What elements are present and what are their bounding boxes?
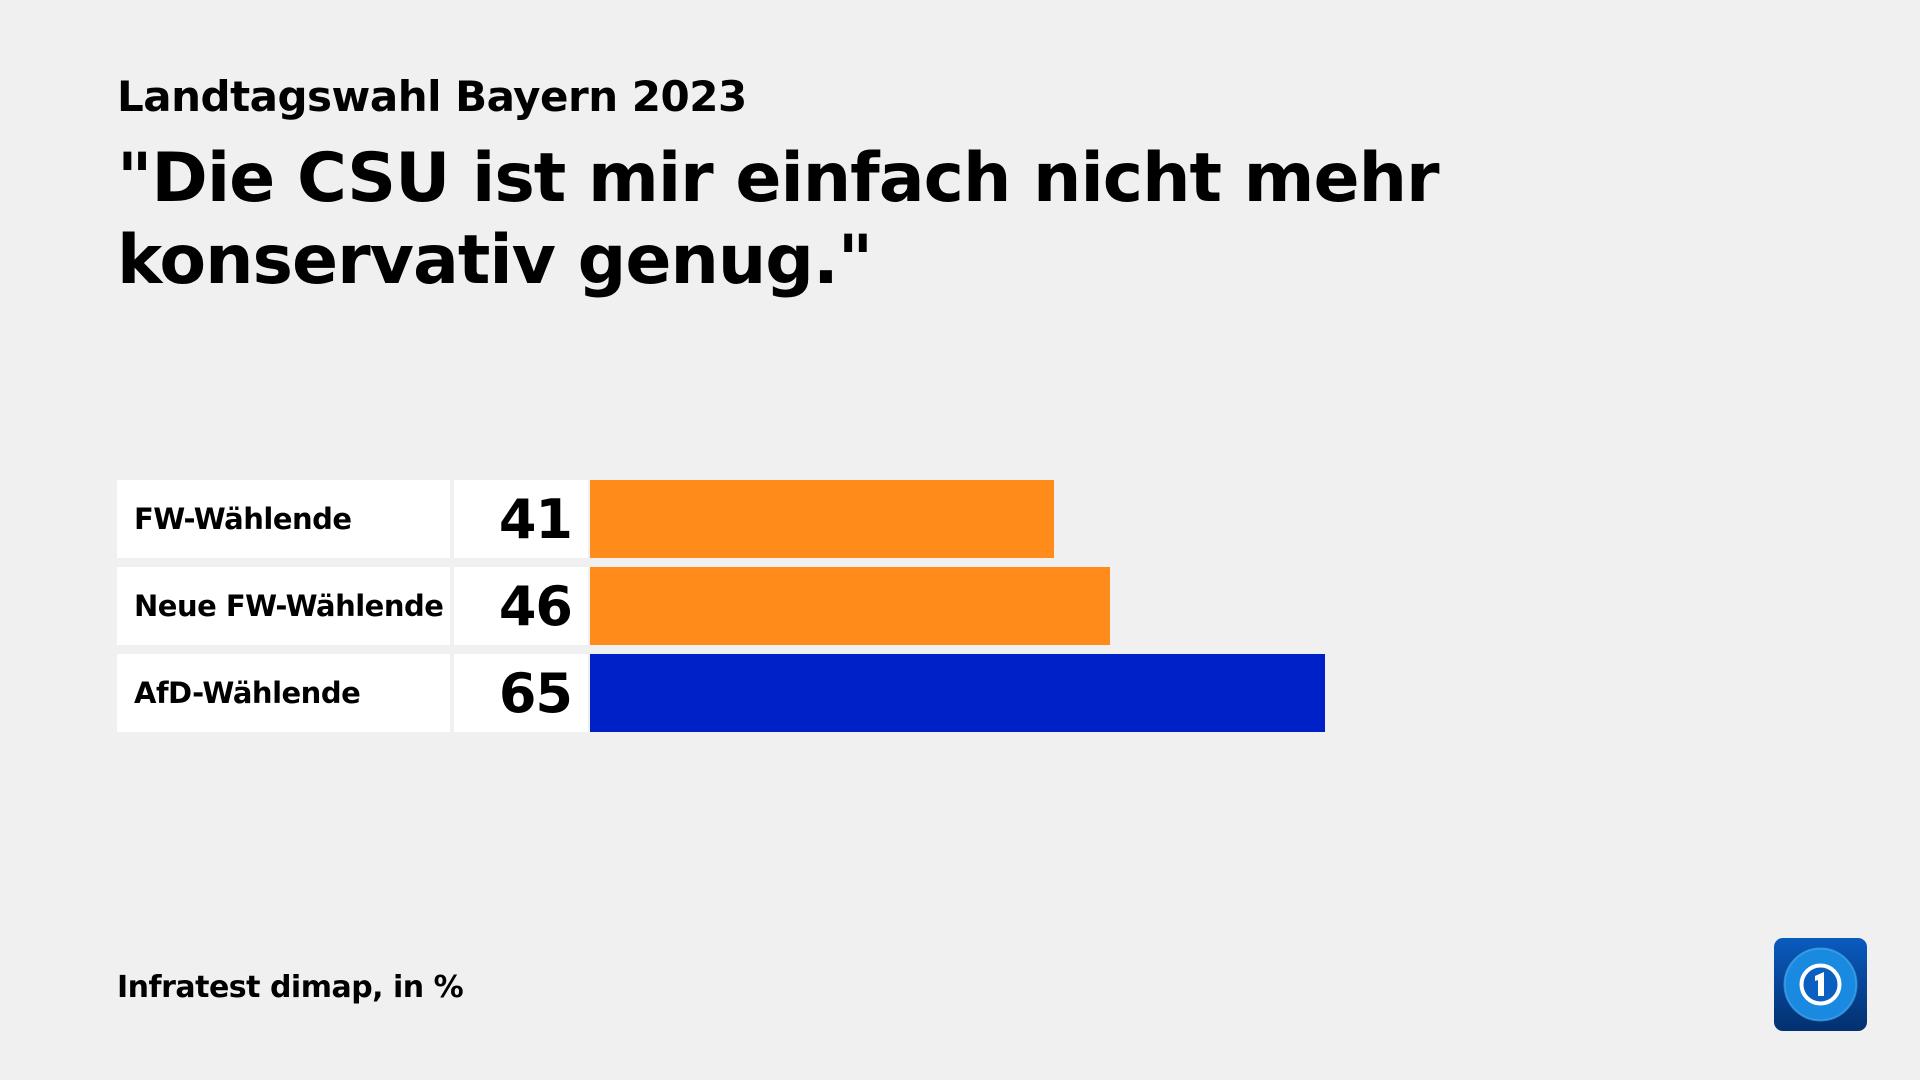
bar <box>590 480 1054 558</box>
value-label: 65 <box>454 654 588 732</box>
chart-subtitle: Landtagswahl Bayern 2023 <box>117 72 747 121</box>
category-label: Neue FW-Wählende <box>117 567 450 645</box>
tagesschau-logo-icon <box>1774 938 1867 1031</box>
category-label: FW-Wählende <box>117 480 450 558</box>
value-label: 46 <box>454 567 588 645</box>
category-label: AfD-Wählende <box>117 654 450 732</box>
value-label: 41 <box>454 480 588 558</box>
bar <box>590 654 1325 732</box>
bar <box>590 567 1111 645</box>
source-note: Infratest dimap, in % <box>117 970 464 1005</box>
chart-title: "Die CSU ist mir einfach nicht mehr kons… <box>117 139 1440 300</box>
